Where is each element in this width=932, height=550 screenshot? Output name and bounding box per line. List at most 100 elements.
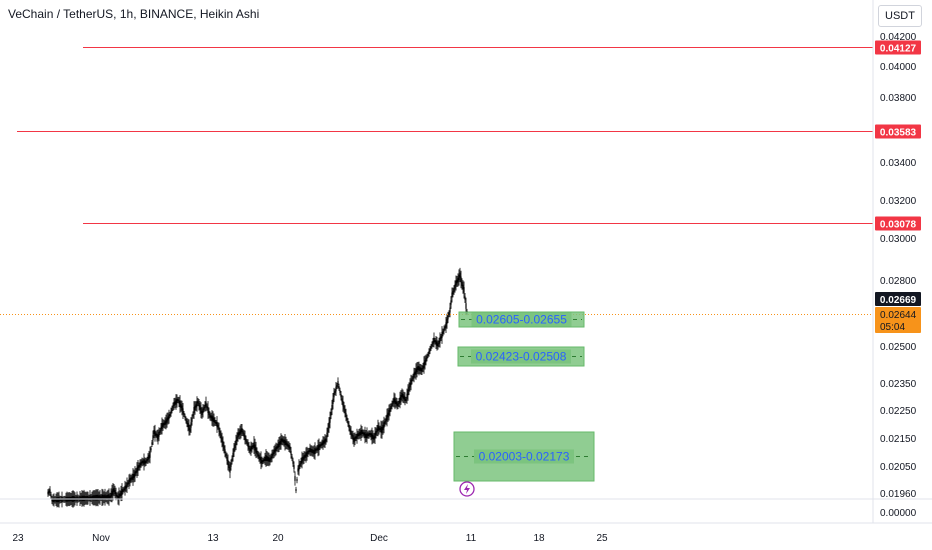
candle-body [378, 426, 380, 431]
candle-body [261, 460, 263, 464]
candle-body [397, 403, 399, 407]
candle-body [339, 390, 341, 393]
candle-body [450, 300, 452, 305]
candle-body [60, 498, 62, 501]
candle-body [291, 456, 293, 459]
candle-body [290, 450, 292, 455]
y-tick-label: 0.02350 [880, 379, 917, 390]
candle-body [184, 415, 186, 419]
candle-body [426, 356, 428, 359]
candle-body [239, 430, 241, 435]
y-tick-label: 0.02250 [880, 406, 917, 417]
candle-body [118, 493, 120, 500]
candle-body [172, 405, 174, 409]
support-zone-label-bg [471, 349, 571, 364]
candle-body [309, 447, 311, 453]
candle-body [338, 386, 340, 389]
candle-body [388, 409, 390, 416]
candle-body [59, 498, 61, 501]
candle-body [293, 465, 295, 469]
candle-body [403, 395, 405, 400]
candle-body [276, 446, 278, 449]
candle-body [237, 432, 239, 438]
candle-body [196, 401, 198, 407]
candle-body [409, 382, 411, 388]
candle-body [387, 412, 389, 418]
y-tick-label: 0.04200 [880, 32, 917, 43]
candle-body [404, 396, 406, 401]
candle-body [363, 432, 365, 436]
candle-body [133, 473, 135, 479]
candle-body [253, 442, 255, 448]
candle-body [394, 398, 396, 404]
candle-body [444, 326, 446, 329]
candle-body [461, 282, 463, 286]
y-tick-label: 0.03000 [880, 234, 917, 245]
candle-body [302, 456, 304, 461]
candle-body [153, 429, 155, 435]
candle-body [411, 378, 413, 382]
candle-body [420, 367, 422, 372]
candle-body [464, 296, 466, 300]
candle-body [432, 341, 434, 344]
candle-body [139, 463, 141, 467]
candle-body [194, 405, 196, 411]
candle-body [95, 494, 97, 501]
support-zone-label: 0.02003-0.02173 [479, 450, 570, 464]
candle-body [419, 367, 421, 371]
candle-body [380, 426, 382, 433]
candle-body [181, 405, 183, 411]
candle-body [369, 432, 371, 436]
candle-body [173, 401, 175, 407]
resistance-price-label: 0.03078 [880, 220, 917, 231]
currency-button[interactable]: USDT [878, 5, 922, 27]
candle-body [190, 422, 192, 428]
candle-body [240, 428, 242, 434]
candle-body [158, 431, 160, 437]
candle-body [317, 445, 319, 451]
candle-body [307, 450, 309, 455]
candle-body [230, 463, 232, 467]
resistance-price-tag [875, 124, 921, 139]
candle-body [266, 456, 268, 461]
candle-body [218, 427, 220, 432]
candle-body [211, 415, 213, 421]
candle-body [121, 489, 123, 495]
candle-body [456, 279, 458, 284]
candle-body [227, 459, 229, 466]
candle-body [453, 288, 455, 292]
candle-body [148, 454, 150, 459]
candle-body [333, 392, 335, 398]
candle-body [396, 401, 398, 406]
candle-body [384, 421, 386, 424]
candle-body [152, 435, 154, 441]
candle-body [114, 489, 116, 495]
candle-body [206, 405, 208, 409]
candle-body [350, 430, 352, 435]
candle-body [326, 432, 328, 438]
candle-body [89, 495, 91, 501]
candle-body [462, 284, 464, 290]
candle-body [389, 407, 391, 413]
candle-body [311, 449, 313, 453]
candle-body [180, 404, 182, 408]
candle-body [178, 400, 180, 404]
chart-title: VeChain / TetherUS, 1h, BINANCE, Heikin … [8, 7, 260, 21]
candle-body [445, 322, 447, 328]
candle-body [360, 430, 362, 436]
candle-body [104, 494, 106, 501]
candle-body [54, 498, 56, 502]
candle-body [294, 476, 296, 481]
candle-body [442, 331, 444, 334]
candle-body [248, 445, 250, 450]
candle-body [282, 439, 284, 443]
candle-body [105, 495, 107, 499]
candle-body [408, 386, 410, 391]
candle-body [201, 411, 203, 415]
candle-body [332, 398, 334, 404]
candle-body [255, 447, 257, 453]
candle-body [130, 477, 132, 481]
candle-body [278, 442, 280, 447]
candle-body [81, 495, 83, 502]
